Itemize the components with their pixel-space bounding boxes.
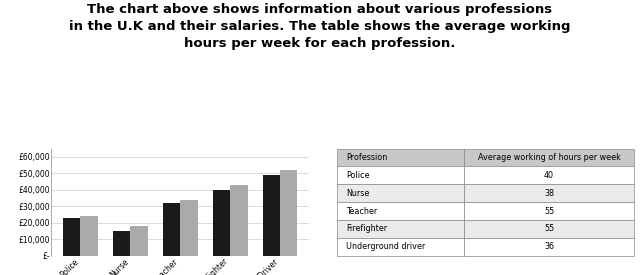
Text: Nurse: Nurse — [346, 189, 369, 198]
FancyBboxPatch shape — [465, 166, 634, 184]
Text: 55: 55 — [544, 224, 554, 233]
Bar — [212, 190, 230, 256]
Text: 38: 38 — [544, 189, 554, 198]
FancyBboxPatch shape — [465, 202, 634, 220]
Text: Underground driver: Underground driver — [346, 242, 425, 251]
Bar — [163, 203, 180, 256]
Text: Firefighter: Firefighter — [346, 224, 387, 233]
Bar — [230, 185, 248, 256]
Text: Teacher: Teacher — [346, 207, 377, 216]
Bar — [63, 218, 81, 256]
FancyBboxPatch shape — [337, 184, 465, 202]
Text: 55: 55 — [544, 207, 554, 216]
Bar — [280, 170, 298, 256]
FancyBboxPatch shape — [465, 148, 634, 166]
FancyBboxPatch shape — [337, 238, 465, 256]
Text: Profession: Profession — [346, 153, 387, 162]
Bar — [81, 216, 98, 256]
FancyBboxPatch shape — [465, 184, 634, 202]
FancyBboxPatch shape — [337, 220, 465, 238]
Text: 40: 40 — [544, 171, 554, 180]
Bar — [180, 200, 198, 256]
FancyBboxPatch shape — [337, 166, 465, 184]
Text: 36: 36 — [544, 242, 554, 251]
Text: The chart above shows information about various professions
in the U.K and their: The chart above shows information about … — [69, 3, 571, 50]
Text: Average working of hours per week: Average working of hours per week — [477, 153, 621, 162]
Bar — [262, 175, 280, 256]
FancyBboxPatch shape — [337, 202, 465, 220]
Text: Police: Police — [346, 171, 369, 180]
Bar — [131, 226, 148, 256]
FancyBboxPatch shape — [465, 238, 634, 256]
FancyBboxPatch shape — [337, 148, 465, 166]
Bar — [113, 231, 131, 256]
FancyBboxPatch shape — [465, 220, 634, 238]
